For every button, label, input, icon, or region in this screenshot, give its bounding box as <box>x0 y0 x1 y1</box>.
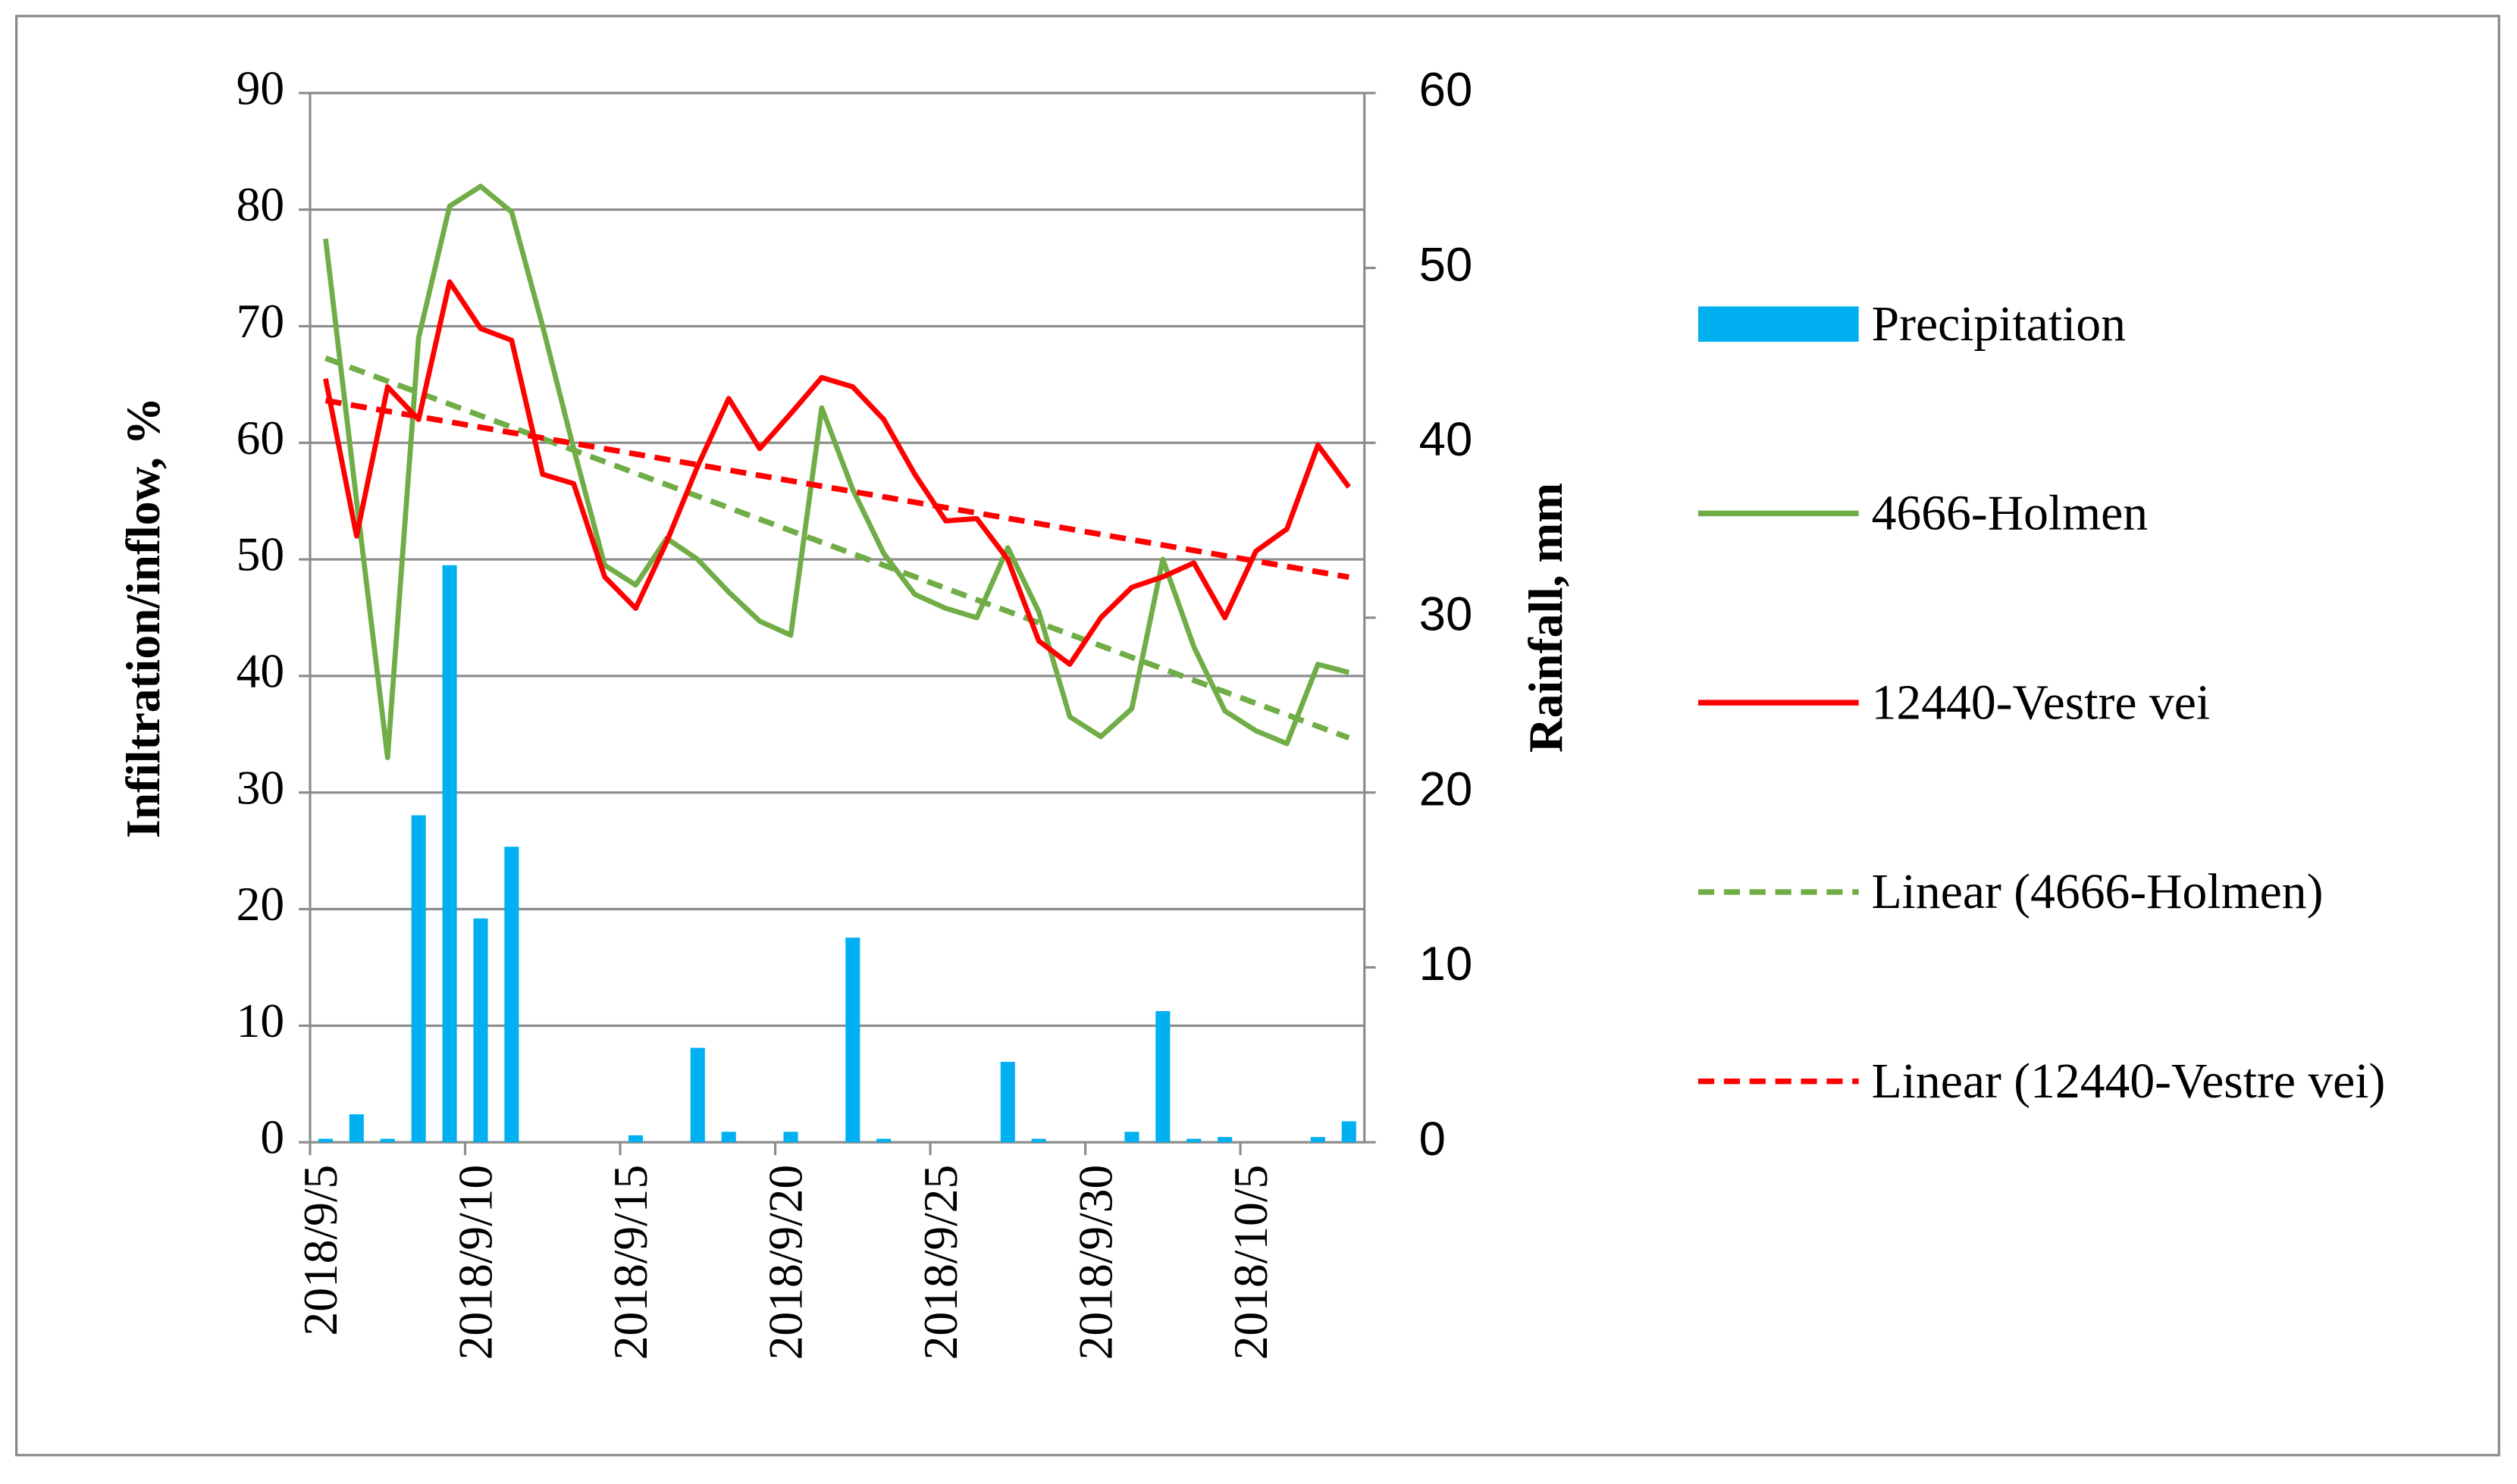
y-tick-label: 90 <box>237 61 285 114</box>
bar <box>845 938 860 1143</box>
bar <box>318 1138 333 1143</box>
trend-line <box>324 355 1350 740</box>
chart-border <box>15 14 2500 1457</box>
y-tick-label: 40 <box>237 643 285 697</box>
legend-label: Precipitation <box>1871 295 2126 352</box>
bar <box>473 918 488 1143</box>
legend-label: Linear (4666-Holmen) <box>1871 863 2324 919</box>
bar <box>411 815 426 1143</box>
x-tick-label: 2018/10/5 <box>1224 1165 1277 1360</box>
y2-tick-label: 30 <box>1419 588 1473 641</box>
line <box>323 279 1351 667</box>
bar <box>349 1114 364 1143</box>
trend-line <box>324 397 1349 581</box>
bar <box>1310 1137 1325 1143</box>
x-tick-label: 2018/9/25 <box>914 1165 967 1360</box>
bar <box>1186 1138 1202 1143</box>
y-tick-label: 0 <box>260 1110 284 1164</box>
x-tick-label: 2018/9/20 <box>759 1165 813 1360</box>
bar <box>1031 1138 1046 1143</box>
y-tick-label: 70 <box>237 294 285 348</box>
y2-axis-title: Rainfall, mm <box>1519 483 1572 753</box>
legend-label-box: Linear (4666-Holmen) <box>1871 863 2324 919</box>
bar <box>876 1138 892 1143</box>
legend-label: 4666-Holmen <box>1871 484 2149 541</box>
x-tick-label: 2018/9/30 <box>1069 1165 1123 1360</box>
y-tick-label: 60 <box>237 411 285 465</box>
legend-label: 12440-Vestre vei <box>1871 674 2211 731</box>
bar <box>1124 1132 1139 1143</box>
bar <box>1155 1011 1171 1143</box>
x-tick-label: 2018/9/5 <box>293 1165 347 1336</box>
legend-swatch <box>1697 306 1859 342</box>
bar <box>442 565 457 1143</box>
y-tick-label: 50 <box>237 528 285 581</box>
y2-tick-label: 50 <box>1419 238 1473 291</box>
y-tick-label: 80 <box>237 177 285 231</box>
bar <box>504 847 519 1143</box>
y2-tick-label: 20 <box>1419 762 1473 816</box>
bar <box>1000 1061 1015 1143</box>
bar <box>1218 1137 1233 1143</box>
y-tick-label: 30 <box>237 760 285 814</box>
y2-tick-label: 0 <box>1419 1113 1446 1166</box>
bar <box>783 1132 798 1143</box>
x-tick-label: 2018/9/10 <box>449 1165 503 1360</box>
legend-label-box: Linear (12440-Vestre vei) <box>1871 1052 2386 1109</box>
bar <box>690 1047 705 1143</box>
y2-tick-label: 40 <box>1419 413 1473 466</box>
bar <box>1341 1121 1356 1143</box>
bar <box>721 1132 736 1143</box>
y-axis-title: Infiltration/inflow, % <box>116 397 170 838</box>
bar <box>380 1138 395 1143</box>
line <box>323 183 1350 760</box>
legend-label: Linear (12440-Vestre vei) <box>1871 1052 2386 1109</box>
legend-label-box: 4666-Holmen <box>1871 484 2149 541</box>
legend-label-box: 12440-Vestre vei <box>1871 674 2211 731</box>
y-tick-label: 10 <box>237 994 285 1047</box>
x-tick-label: 2018/9/15 <box>603 1165 657 1360</box>
bar <box>628 1135 644 1143</box>
y2-tick-label: 60 <box>1419 64 1473 117</box>
y-tick-label: 20 <box>237 877 285 931</box>
legend-label-box: Precipitation <box>1871 295 2126 352</box>
y2-tick-label: 10 <box>1419 938 1473 991</box>
